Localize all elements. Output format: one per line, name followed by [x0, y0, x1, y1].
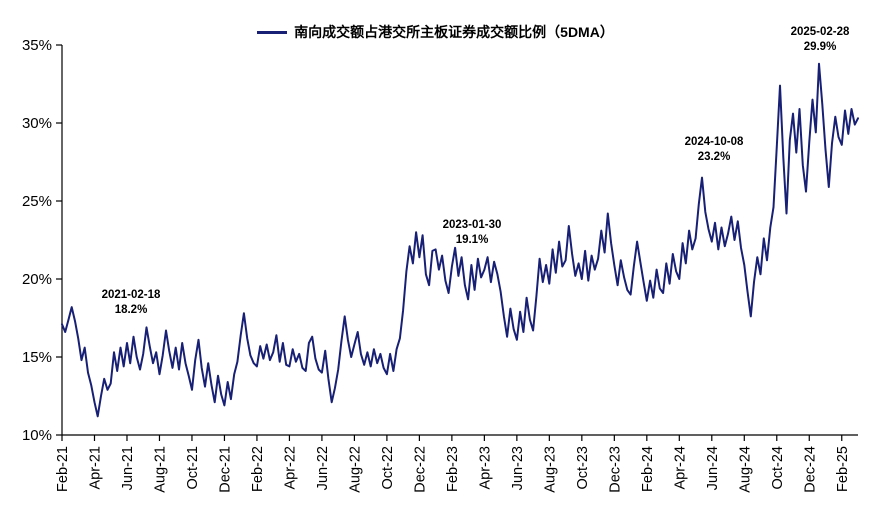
x-tick-label: Oct-24 — [770, 446, 786, 490]
x-tick-label: Oct-23 — [575, 446, 591, 490]
y-tick-label: 10% — [22, 427, 52, 444]
annotation-value: 18.2% — [114, 304, 148, 316]
x-tick-label: Oct-22 — [380, 446, 396, 490]
annotation-date: 2025-02-28 — [790, 26, 850, 38]
annotation-date: 2021-02-18 — [101, 289, 161, 301]
annotation-date: 2023-01-30 — [442, 219, 502, 231]
x-tick-label: Aug-23 — [542, 446, 558, 493]
y-tick-label: 20% — [22, 271, 52, 288]
annotation-2025-02-28: 2025-02-28 29.9% — [791, 25, 850, 55]
x-tick-label: Feb-23 — [445, 446, 461, 492]
x-tick-label: Apr-21 — [87, 446, 103, 490]
x-tick-label: Dec-24 — [802, 446, 818, 493]
x-tick-label: Feb-22 — [250, 446, 266, 492]
annotation-2021-02-18: 2021-02-18 18.2% — [102, 288, 161, 318]
x-tick-label: Feb-25 — [835, 446, 851, 492]
x-tick-label: Feb-21 — [55, 446, 71, 492]
annotation-value: 23.2% — [697, 151, 731, 163]
annotation-2024-10-08: 2024-10-08 23.2% — [685, 135, 744, 165]
legend-line-sample — [257, 30, 288, 34]
x-tick-label: Apr-24 — [672, 446, 688, 490]
annotation-date: 2024-10-08 — [684, 136, 744, 148]
x-tick-label: Aug-24 — [737, 446, 753, 493]
x-tick-label: Jun-24 — [705, 446, 721, 490]
x-tick-label: Feb-24 — [640, 446, 656, 492]
x-tick-label: Apr-23 — [477, 446, 493, 490]
series-line — [61, 62, 859, 418]
y-tick-label: 15% — [22, 349, 52, 366]
y-tick-label: 25% — [22, 193, 52, 210]
chart-legend: 南向成交额占港交所主板证券成交额比例（5DMA） — [0, 22, 871, 42]
x-tick-label: Jun-23 — [510, 446, 526, 490]
annotation-value: 29.9% — [803, 41, 837, 53]
annotation-2023-01-30: 2023-01-30 19.1% — [443, 218, 502, 248]
x-tick-label: Jun-21 — [120, 446, 136, 490]
y-tick-label: 35% — [22, 37, 52, 54]
x-tick-label: Dec-21 — [217, 446, 233, 493]
annotation-value: 19.1% — [455, 234, 489, 246]
x-tick-label: Aug-22 — [347, 446, 363, 493]
x-tick-label: Jun-22 — [315, 446, 331, 490]
y-tick-label: 30% — [22, 115, 52, 132]
legend-label: 南向成交额占港交所主板证券成交额比例（5DMA） — [294, 24, 614, 40]
x-tick-label: Dec-23 — [607, 446, 623, 493]
x-tick-label: Oct-21 — [185, 446, 201, 490]
x-tick-label: Apr-22 — [282, 446, 298, 490]
x-tick-label: Dec-22 — [412, 446, 428, 493]
x-tick-label: Aug-21 — [152, 446, 168, 493]
